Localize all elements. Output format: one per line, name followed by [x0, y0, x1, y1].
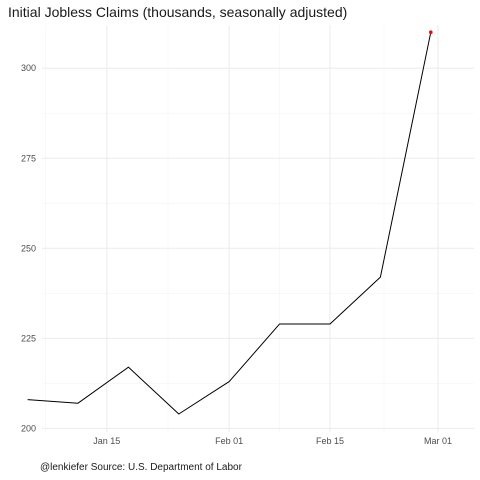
minor-gridlines [42, 25, 474, 432]
chart-caption: @lenkiefer Source: U.S. Department of La… [40, 462, 242, 473]
series-layer [27, 30, 433, 415]
y-tick-label: 225 [21, 333, 36, 343]
y-tick-label: 300 [21, 63, 36, 73]
major-gridlines [42, 25, 474, 432]
y-tick-label: 275 [21, 153, 36, 163]
latest-data-point [429, 30, 433, 35]
x-tick-label: Feb 01 [215, 436, 243, 446]
series-line [27, 32, 432, 415]
chart-title: Initial Jobless Claims (thousands, seaso… [8, 4, 348, 20]
x-tick-labels: Jan 15 Feb 01 Feb 15 Mar 01 [93, 436, 452, 446]
x-tick-label: Jan 15 [93, 436, 120, 446]
y-tick-label: 200 [21, 423, 36, 433]
x-tick-label: Mar 01 [424, 436, 452, 446]
y-tick-labels: 200 225 250 275 300 [21, 63, 36, 433]
plot-background [42, 25, 474, 432]
y-tick-label: 250 [21, 243, 36, 253]
x-tick-label: Feb 15 [316, 436, 344, 446]
